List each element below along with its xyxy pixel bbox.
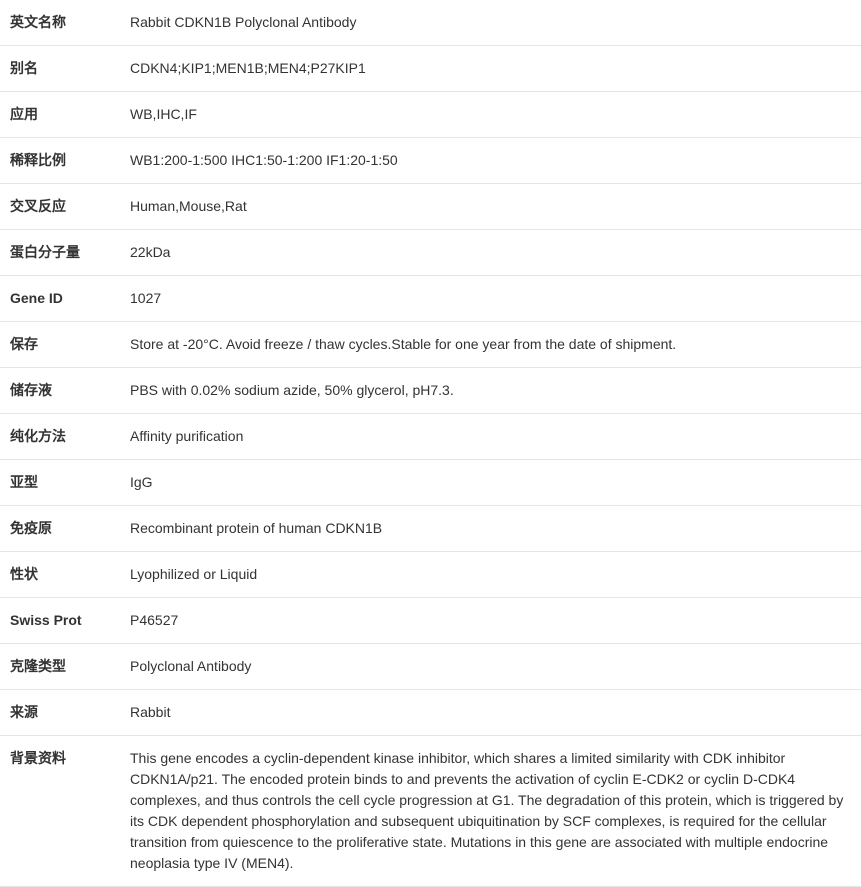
row-value: 1027 [120,276,861,322]
product-spec-table: 英文名称 Rabbit CDKN1B Polyclonal Antibody 别… [0,0,861,887]
table-row: 交叉反应 Human,Mouse,Rat [0,184,861,230]
row-label: 纯化方法 [0,414,120,460]
row-value: WB,IHC,IF [120,92,861,138]
row-label: 交叉反应 [0,184,120,230]
row-label: Gene ID [0,276,120,322]
table-row: 免疫原 Recombinant protein of human CDKN1B [0,506,861,552]
row-label: 免疫原 [0,506,120,552]
row-value: Affinity purification [120,414,861,460]
table-row: Gene ID 1027 [0,276,861,322]
row-value: This gene encodes a cyclin-dependent kin… [120,736,861,887]
row-label: 性状 [0,552,120,598]
row-value: Rabbit [120,690,861,736]
table-row: 英文名称 Rabbit CDKN1B Polyclonal Antibody [0,0,861,46]
row-value: Rabbit CDKN1B Polyclonal Antibody [120,0,861,46]
row-label: 克隆类型 [0,644,120,690]
table-row: 蛋白分子量 22kDa [0,230,861,276]
row-label: 英文名称 [0,0,120,46]
row-value: Polyclonal Antibody [120,644,861,690]
row-value: IgG [120,460,861,506]
table-row: 别名 CDKN4;KIP1;MEN1B;MEN4;P27KIP1 [0,46,861,92]
row-label: 稀释比例 [0,138,120,184]
row-label: 来源 [0,690,120,736]
row-value: Recombinant protein of human CDKN1B [120,506,861,552]
table-row: 纯化方法 Affinity purification [0,414,861,460]
table-row: 应用 WB,IHC,IF [0,92,861,138]
row-value: WB1:200-1:500 IHC1:50-1:200 IF1:20-1:50 [120,138,861,184]
table-row: 克隆类型 Polyclonal Antibody [0,644,861,690]
table-row: 背景资料 This gene encodes a cyclin-dependen… [0,736,861,887]
row-value: PBS with 0.02% sodium azide, 50% glycero… [120,368,861,414]
row-label: 别名 [0,46,120,92]
row-label: 蛋白分子量 [0,230,120,276]
table-row: 亚型 IgG [0,460,861,506]
row-label: Swiss Prot [0,598,120,644]
table-row: 稀释比例 WB1:200-1:500 IHC1:50-1:200 IF1:20-… [0,138,861,184]
row-label: 应用 [0,92,120,138]
table-row: 储存液 PBS with 0.02% sodium azide, 50% gly… [0,368,861,414]
row-value: Lyophilized or Liquid [120,552,861,598]
row-value: P46527 [120,598,861,644]
row-value: 22kDa [120,230,861,276]
row-label: 背景资料 [0,736,120,887]
row-label: 保存 [0,322,120,368]
table-row: Swiss Prot P46527 [0,598,861,644]
table-row: 来源 Rabbit [0,690,861,736]
table-row: 性状 Lyophilized or Liquid [0,552,861,598]
row-label: 亚型 [0,460,120,506]
row-value: CDKN4;KIP1;MEN1B;MEN4;P27KIP1 [120,46,861,92]
row-value: Store at -20°C. Avoid freeze / thaw cycl… [120,322,861,368]
table-body: 英文名称 Rabbit CDKN1B Polyclonal Antibody 别… [0,0,861,887]
row-value: Human,Mouse,Rat [120,184,861,230]
row-label: 储存液 [0,368,120,414]
table-row: 保存 Store at -20°C. Avoid freeze / thaw c… [0,322,861,368]
